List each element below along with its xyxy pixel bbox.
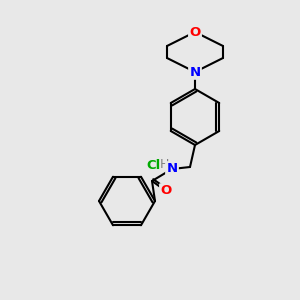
- Text: O: O: [160, 184, 172, 197]
- Text: Cl: Cl: [146, 159, 160, 172]
- Text: N: N: [167, 163, 178, 176]
- Text: H: H: [159, 158, 169, 170]
- Text: O: O: [189, 26, 201, 38]
- Text: N: N: [189, 65, 201, 79]
